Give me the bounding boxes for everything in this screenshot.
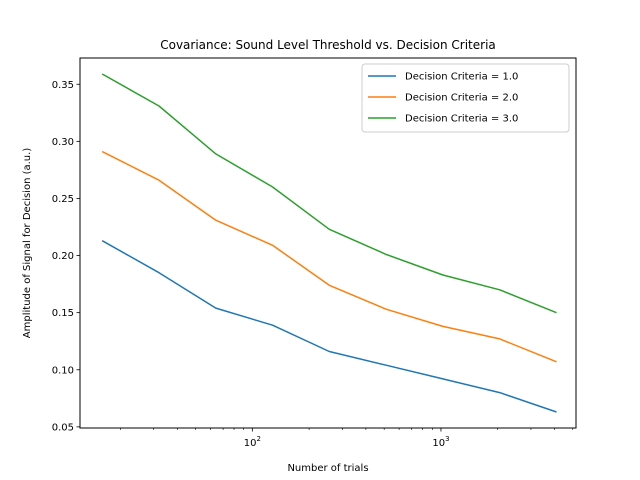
series-lines	[101, 73, 557, 413]
x-axis-label: Number of trials	[287, 463, 368, 474]
y-tick-label: 0.15	[52, 308, 74, 319]
series-line-3	[101, 73, 557, 314]
chart-title: Covariance: Sound Level Threshold vs. De…	[160, 38, 496, 52]
series-line-1	[101, 240, 557, 413]
x-tick-label: 103	[432, 435, 449, 449]
y-tick-label: 0.05	[52, 422, 74, 433]
y-tick-label: 0.25	[52, 194, 74, 205]
legend: Decision Criteria = 1.0 Decision Criteria…	[361, 63, 570, 133]
legend-label: Decision Criteria = 1.0	[405, 72, 518, 83]
plot-frame	[79, 57, 577, 429]
series-line-2	[101, 150, 557, 363]
y-tick-label: 0.30	[52, 137, 74, 148]
y-axis-label: Amplitude of Signal for Decision (a.u.)	[22, 148, 33, 339]
y-axis: 0.05 0.10 0.15 0.20 0.25 0.30 0.35	[52, 80, 80, 433]
x-axis: 102 103	[120, 428, 574, 449]
legend-box	[361, 63, 570, 133]
y-tick-label: 0.10	[52, 365, 74, 376]
y-tick-label: 0.35	[52, 80, 74, 91]
legend-label: Decision Criteria = 2.0	[405, 93, 518, 104]
y-tick-label: 0.20	[52, 251, 74, 262]
x-tick-label: 102	[244, 435, 261, 449]
legend-label: Decision Criteria = 3.0	[405, 114, 518, 125]
